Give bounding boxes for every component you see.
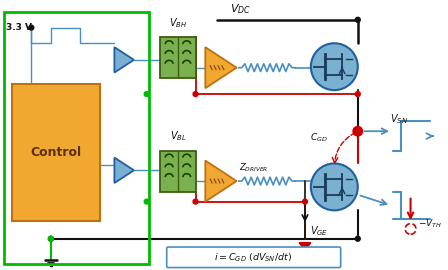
Circle shape xyxy=(48,236,53,241)
Circle shape xyxy=(311,43,358,90)
Circle shape xyxy=(311,163,358,210)
Text: $V_{SN}$: $V_{SN}$ xyxy=(390,113,408,126)
Polygon shape xyxy=(299,243,311,251)
FancyBboxPatch shape xyxy=(167,247,340,268)
Text: $C_{GD}$: $C_{GD}$ xyxy=(310,132,327,144)
Circle shape xyxy=(355,92,360,96)
Circle shape xyxy=(302,199,307,204)
Polygon shape xyxy=(114,158,134,183)
Circle shape xyxy=(144,199,149,204)
Text: $i = C_{GD}\ (dV_{SN}/dt)$: $i = C_{GD}\ (dV_{SN}/dt)$ xyxy=(214,251,292,264)
Polygon shape xyxy=(205,161,237,202)
Circle shape xyxy=(193,199,198,204)
Text: $Z_{DRIVER}$: $Z_{DRIVER}$ xyxy=(239,161,269,174)
Text: 3.3 V: 3.3 V xyxy=(6,23,32,32)
Text: $V_{GE}$: $V_{GE}$ xyxy=(310,224,328,238)
Text: $V_{BH}$: $V_{BH}$ xyxy=(169,16,187,29)
Bar xyxy=(4,12,149,264)
Circle shape xyxy=(29,25,34,30)
Polygon shape xyxy=(114,47,134,73)
Bar xyxy=(160,37,195,78)
Circle shape xyxy=(193,92,198,96)
Circle shape xyxy=(48,236,53,241)
Circle shape xyxy=(354,128,361,135)
Circle shape xyxy=(355,17,360,22)
Circle shape xyxy=(144,92,149,96)
Bar xyxy=(160,151,195,192)
Text: tronics.com: tronics.com xyxy=(224,254,268,263)
Text: Control: Control xyxy=(30,146,82,159)
Circle shape xyxy=(355,236,360,241)
Polygon shape xyxy=(205,47,237,88)
Text: www.ee: www.ee xyxy=(198,254,227,263)
Text: $V_{BL}$: $V_{BL}$ xyxy=(170,129,186,143)
Text: $-V_{TH}$: $-V_{TH}$ xyxy=(418,218,443,230)
Text: $V_{DC}$: $V_{DC}$ xyxy=(230,2,251,16)
Bar xyxy=(12,84,100,221)
